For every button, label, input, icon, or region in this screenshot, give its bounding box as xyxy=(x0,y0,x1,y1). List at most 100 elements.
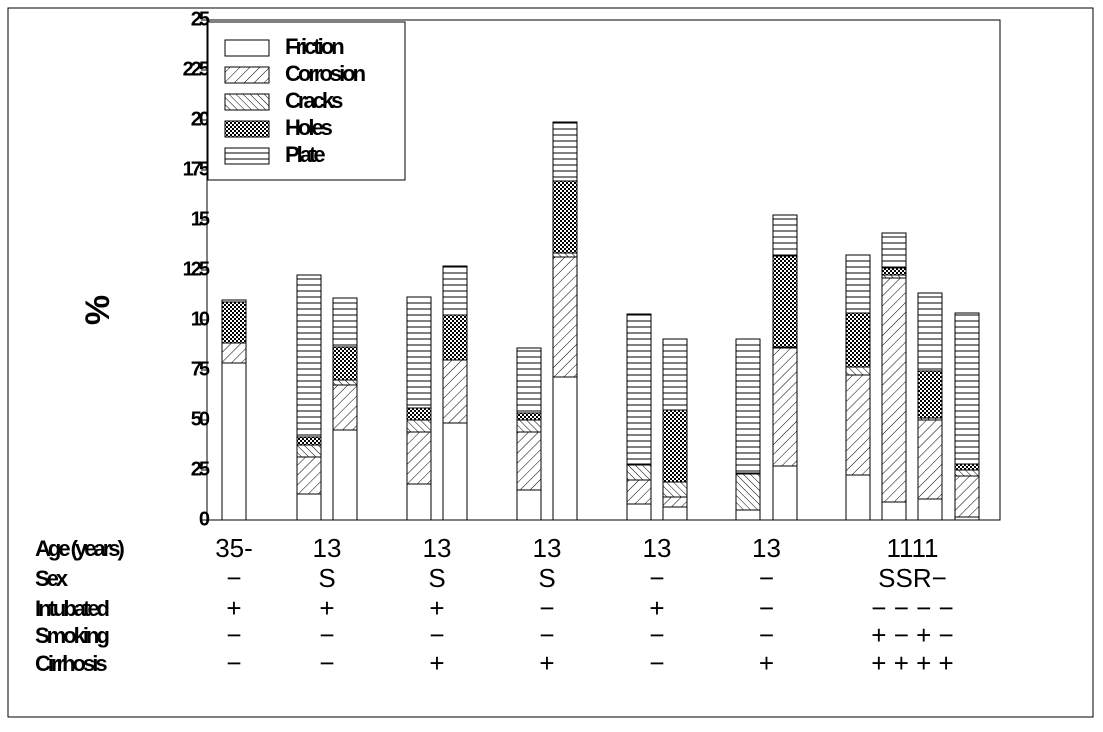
row-cell: 13 xyxy=(533,533,562,563)
row-cell: − xyxy=(649,563,664,593)
row-cell: + + + + xyxy=(871,648,953,678)
row-cell: S xyxy=(318,563,335,593)
legend-label: Plate xyxy=(285,142,325,167)
bar-segment xyxy=(917,292,943,372)
y-tick-label: 0 xyxy=(199,508,210,530)
bar-segment xyxy=(406,419,432,433)
bar-segment xyxy=(917,498,943,521)
bar-segment xyxy=(954,463,980,471)
bar-segment xyxy=(954,312,980,465)
bar-segment xyxy=(881,232,907,269)
bar-segment xyxy=(332,379,358,386)
bar-segment xyxy=(442,359,468,424)
bar-segment xyxy=(221,299,247,303)
bar-segment xyxy=(845,312,871,368)
bar-segment xyxy=(881,277,907,503)
bar-segment xyxy=(516,347,542,414)
row-cell: − xyxy=(539,593,554,623)
legend-swatch xyxy=(224,93,270,111)
bar-segment xyxy=(221,301,247,344)
row-cell: − xyxy=(539,620,554,650)
bar-segment xyxy=(772,214,798,257)
row-cell: + xyxy=(319,593,334,623)
row-cell: 13 xyxy=(752,533,781,563)
bar-segment xyxy=(332,384,358,431)
bar-segment xyxy=(772,255,798,348)
bar-segment xyxy=(296,436,322,446)
legend-swatch xyxy=(224,147,270,165)
row-cell: 13 xyxy=(423,533,452,563)
legend-swatch xyxy=(224,66,270,84)
bar-segment xyxy=(406,431,432,485)
row-label: Smoking xyxy=(35,623,108,648)
bar-segment xyxy=(735,338,761,474)
legend-swatch xyxy=(224,39,270,57)
row-cell: 13 xyxy=(643,533,672,563)
legend-label: Cracks xyxy=(285,88,343,113)
row-cell: − xyxy=(759,563,774,593)
bar-segment xyxy=(296,456,322,495)
row-cell: − xyxy=(649,648,664,678)
bar-segment xyxy=(954,475,980,518)
row-cell: − xyxy=(649,620,664,650)
frame xyxy=(7,7,1094,718)
row-cell: − xyxy=(759,620,774,650)
row-cell: − xyxy=(226,620,241,650)
bar-segment xyxy=(954,469,980,477)
bar-segment xyxy=(662,496,688,508)
bar-segment xyxy=(662,506,688,521)
bar-segment xyxy=(881,501,907,521)
legend-label: Holes xyxy=(285,115,333,140)
row-label: Intubated xyxy=(35,596,109,621)
row-cell: − xyxy=(429,620,444,650)
legend-label: Friction xyxy=(285,34,344,59)
bar-segment xyxy=(296,493,322,521)
y-tick-label: 225 xyxy=(183,58,210,80)
row-label: Cirrhosis xyxy=(35,651,107,676)
bar-segment xyxy=(221,342,247,364)
bar-segment xyxy=(296,444,322,458)
bar-segment xyxy=(332,297,358,348)
legend-label: Corrosion xyxy=(285,61,366,86)
row-cell: + xyxy=(759,648,774,678)
row-cell: − xyxy=(319,648,334,678)
row-cell: 13 xyxy=(313,533,342,563)
bar-segment xyxy=(772,465,798,521)
bar-segment xyxy=(662,409,688,483)
bar-segment xyxy=(917,370,943,419)
row-cell: S xyxy=(538,563,555,593)
bar-segment xyxy=(845,366,871,376)
bar-segment xyxy=(917,419,943,500)
row-cell: + xyxy=(649,593,664,623)
bar-segment xyxy=(626,464,652,481)
bar-segment xyxy=(552,180,578,254)
row-cell: + xyxy=(539,648,554,678)
bar-segment xyxy=(516,489,542,521)
row-label: Age (years) xyxy=(35,536,125,561)
legend-swatch xyxy=(224,120,270,138)
row-cell: − xyxy=(759,593,774,623)
y-axis-label: % xyxy=(79,295,117,325)
bar-segment xyxy=(845,474,871,521)
bar-segment xyxy=(406,296,432,409)
row-cell: + xyxy=(429,648,444,678)
bar-segment xyxy=(662,338,688,411)
bar-segment xyxy=(881,267,907,276)
bar-segment xyxy=(516,431,542,491)
bar-segment xyxy=(735,509,761,521)
bar-segment xyxy=(845,254,871,314)
y-tick-label: 125 xyxy=(183,258,210,280)
bar-segment xyxy=(735,473,761,511)
row-cell: + xyxy=(429,593,444,623)
row-cell: 35- xyxy=(215,533,253,563)
bar-segment xyxy=(406,483,432,521)
row-cell: − xyxy=(226,563,241,593)
bar-segment xyxy=(442,265,468,316)
bar-segment xyxy=(296,274,322,438)
bar-segment xyxy=(552,121,578,182)
row-cell: − xyxy=(226,648,241,678)
bar-segment xyxy=(221,362,247,521)
bar-segment xyxy=(442,314,468,361)
bar-segment xyxy=(626,503,652,521)
